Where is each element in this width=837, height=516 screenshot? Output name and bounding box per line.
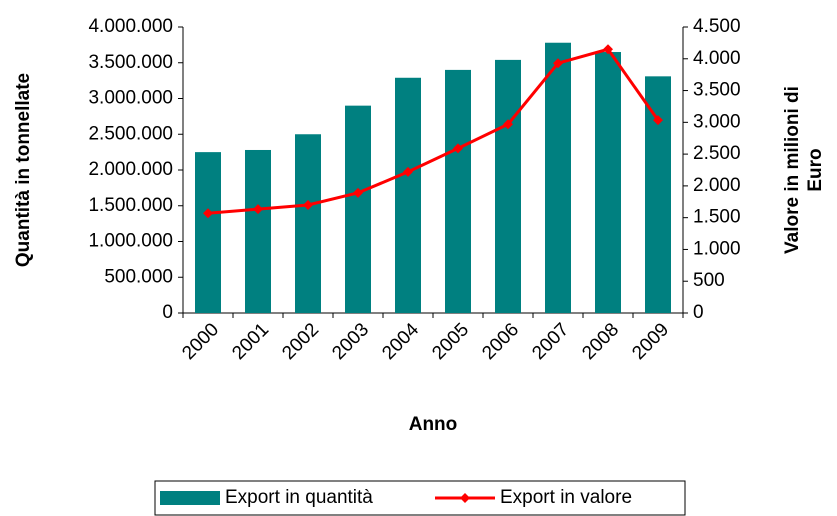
line-marker <box>603 44 613 55</box>
line <box>207 47 660 215</box>
line-marker <box>353 187 363 198</box>
x-axis-title: Anno <box>409 414 458 435</box>
bar <box>495 59 521 313</box>
x-tick-label: 2005 <box>428 319 473 364</box>
y2-tick-label: 500 <box>693 270 725 291</box>
bar <box>195 152 221 313</box>
y2-tick-label: 3.000 <box>693 111 741 132</box>
legend-box <box>154 480 686 516</box>
y-tick-label: 4.000.000 <box>88 16 173 37</box>
y2-tick-label: 2.000 <box>693 175 741 196</box>
y2-tick-label: 1.500 <box>693 207 741 228</box>
y-tick-label: 2.000.000 <box>88 159 173 180</box>
legend-swatch <box>460 493 470 503</box>
line-marker <box>653 115 663 126</box>
bar <box>295 134 321 313</box>
y-tick-label: 1.500.000 <box>88 195 173 216</box>
y-tick-label: 1.000.000 <box>88 231 173 252</box>
x-tick-label: 2002 <box>278 319 323 364</box>
x-tick-label: 2009 <box>628 319 673 364</box>
line-marker <box>503 119 513 130</box>
y-tick-label: 0 <box>162 302 173 323</box>
y-axis-title: Quantità in tonnellate <box>13 73 34 267</box>
x-tick-label: 2008 <box>578 319 623 364</box>
x-tick-label: 2006 <box>478 319 523 364</box>
line-marker <box>403 166 413 177</box>
bar <box>445 69 471 314</box>
line-marker <box>303 199 313 210</box>
bar <box>395 77 421 313</box>
x-tick-label: 2007 <box>528 319 573 364</box>
y2-tick-label: 0 <box>693 302 704 323</box>
y-tick-label: 2.500.000 <box>88 123 173 144</box>
line-marker <box>203 208 213 219</box>
y2-axis-title: Euro <box>805 148 826 191</box>
line-marker <box>453 143 463 154</box>
y-tick-label: 500.000 <box>104 266 173 287</box>
x-tick-label: 2001 <box>228 319 273 364</box>
bar <box>245 149 271 313</box>
y-tick-label: 3.000.000 <box>88 88 173 109</box>
bar <box>545 42 571 313</box>
bar <box>595 52 621 314</box>
y2-tick-label: 2.500 <box>693 143 741 164</box>
x-tick-label: 2000 <box>178 319 223 364</box>
y2-tick-label: 1.000 <box>693 238 741 259</box>
line-marker <box>253 204 263 215</box>
bar <box>645 76 671 314</box>
x-tick-label: 2003 <box>328 319 373 364</box>
y-tick-label: 3.500.000 <box>88 52 173 73</box>
y2-tick-label: 4.000 <box>693 48 741 69</box>
line-marker <box>553 58 563 69</box>
legend-label: Export in valore <box>500 487 632 508</box>
y2-tick-label: 4.500 <box>693 16 741 37</box>
y2-axis-title: Valore in milioni di <box>782 86 803 254</box>
x-tick-label: 2004 <box>378 319 423 364</box>
bar <box>345 105 371 314</box>
legend-swatch <box>160 491 220 505</box>
y2-tick-label: 3.500 <box>693 80 741 101</box>
legend-label: Export in quantità <box>225 487 373 508</box>
